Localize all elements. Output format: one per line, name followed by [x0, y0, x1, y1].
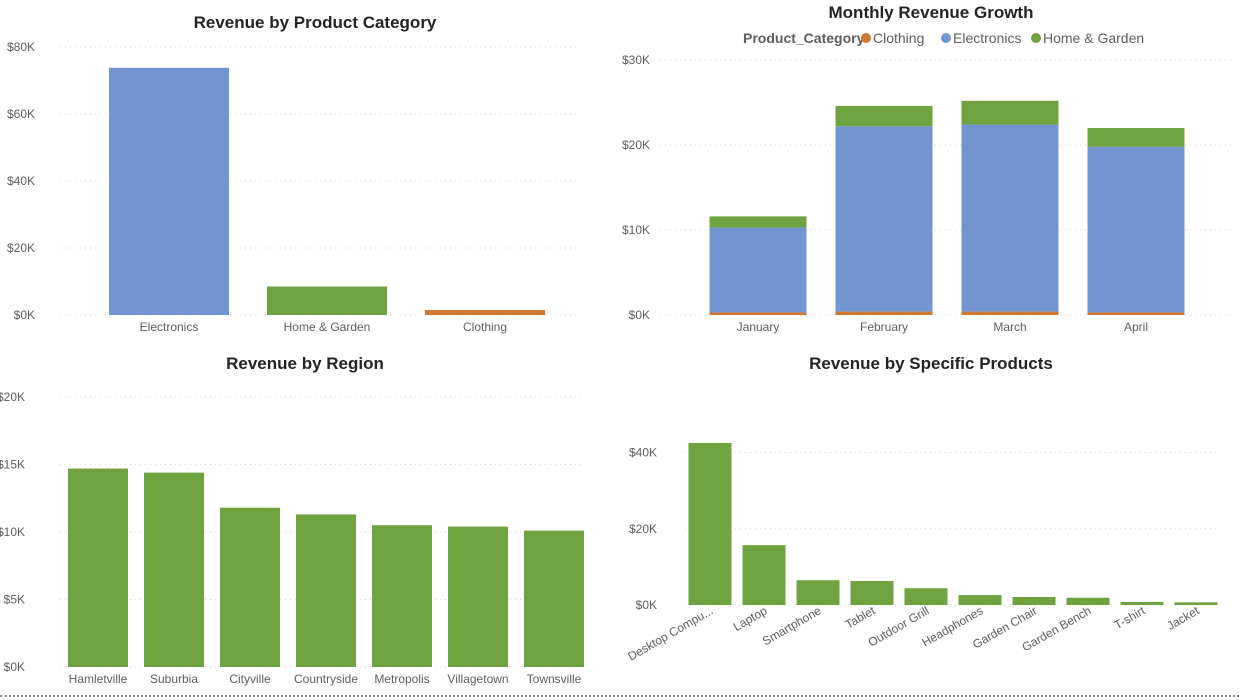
y-tick-label: $0K	[14, 308, 35, 322]
y-tick-label: $80K	[7, 40, 35, 54]
bar[interactable]	[958, 595, 1002, 605]
bar[interactable]	[220, 507, 280, 667]
bar[interactable]	[296, 514, 356, 667]
bar-segment[interactable]	[835, 126, 933, 312]
bar-segment[interactable]	[835, 311, 933, 315]
bar[interactable]	[1012, 596, 1056, 605]
bar[interactable]	[796, 580, 840, 605]
x-tick-label: Suburbia	[150, 672, 198, 686]
bar-segment[interactable]	[1087, 146, 1185, 313]
x-tick-label: Countryside	[294, 672, 358, 686]
x-tick-label: Cityville	[229, 672, 271, 686]
chart-title: Monthly Revenue Growth	[829, 3, 1034, 22]
x-tick-label: March	[993, 320, 1026, 334]
legend-marker	[1031, 33, 1041, 43]
chart-monthly-revenue-growth: Monthly Revenue Growth $0K $10K $20K $30K Jan…	[605, 0, 1239, 345]
y-tick-label: $15K	[0, 458, 25, 472]
x-tick-label: Home & Garden	[284, 320, 371, 334]
chart-svg: Revenue by Product Category $0K $20K $40K $6…	[7, 13, 580, 334]
legend-marker	[861, 33, 871, 43]
x-tick-label: Clothing	[463, 320, 507, 334]
bar-segment[interactable]	[1087, 312, 1185, 315]
y-tick-label: $40K	[7, 174, 35, 188]
bar-segment[interactable]	[1087, 128, 1185, 147]
chart-revenue-by-region: Revenue by Region $0K $5K $10K $15K $20K Hamle…	[0, 345, 620, 695]
x-tick-label: Jacket	[1164, 603, 1202, 633]
chart-title: Revenue by Specific Products	[809, 354, 1053, 373]
bar[interactable]	[904, 588, 948, 605]
bar[interactable]	[850, 580, 894, 605]
y-tick-label: $40K	[629, 446, 657, 460]
y-tick-label: $10K	[622, 223, 650, 237]
chart-revenue-by-products: Revenue by Specific Products $0K $20K $40K D…	[605, 345, 1239, 695]
legend-label[interactable]: Clothing	[873, 30, 924, 46]
y-tick-label: $30K	[622, 53, 650, 67]
bar-segment[interactable]	[709, 312, 807, 315]
x-tick-label: Hamletville	[69, 672, 128, 686]
y-tick-label: $20K	[622, 138, 650, 152]
legend-label[interactable]: Electronics	[953, 30, 1021, 46]
y-tick-label: $60K	[7, 107, 35, 121]
bar[interactable]	[688, 442, 732, 605]
bar[interactable]	[372, 525, 432, 667]
bar[interactable]	[1120, 601, 1164, 605]
chart-revenue-by-category: Revenue by Product Category $0K $20K $40K $6…	[0, 0, 620, 345]
bar[interactable]	[425, 309, 545, 315]
bar-segment[interactable]	[961, 311, 1059, 315]
y-tick-label: $0K	[4, 660, 25, 674]
legend-label[interactable]: Home & Garden	[1043, 30, 1144, 46]
x-tick-label: Townsville	[527, 672, 582, 686]
chart-svg: Revenue by Specific Products $0K $20K $40K D…	[625, 354, 1220, 664]
x-tick-label: Tablet	[843, 603, 878, 631]
bar[interactable]	[109, 67, 229, 316]
y-tick-label: $0K	[629, 308, 650, 322]
bar-segment[interactable]	[961, 100, 1059, 125]
y-tick-label: $20K	[7, 241, 35, 255]
x-tick-label: Laptop	[731, 603, 770, 634]
x-tick-label: Villagetown	[447, 672, 508, 686]
x-tick-label: January	[737, 320, 780, 334]
bar-segment[interactable]	[961, 124, 1059, 312]
chart-title: Revenue by Product Category	[194, 13, 437, 32]
y-tick-label: $10K	[0, 525, 25, 539]
legend-marker	[941, 33, 951, 43]
x-tick-label: Smartphone	[760, 603, 824, 648]
chart-title: Revenue by Region	[226, 354, 384, 373]
legend-title: Product_Category	[743, 30, 865, 46]
bar-segment[interactable]	[709, 227, 807, 313]
legend: Product_Category Clothing Electronics Home …	[743, 30, 1144, 46]
x-tick-label: Metropolis	[374, 672, 429, 686]
bar[interactable]	[524, 530, 584, 667]
x-tick-label: Desktop Compu...	[625, 603, 715, 663]
bar[interactable]	[742, 545, 786, 605]
x-tick-label: T-shirt	[1112, 603, 1148, 632]
chart-svg: Monthly Revenue Growth $0K $10K $20K $30K Jan…	[622, 3, 1235, 334]
bar[interactable]	[68, 468, 128, 667]
bar[interactable]	[1174, 602, 1218, 605]
bar[interactable]	[144, 472, 204, 667]
bar-segment[interactable]	[709, 216, 807, 228]
bar[interactable]	[448, 526, 508, 667]
bottom-border	[0, 695, 1239, 697]
bar[interactable]	[267, 286, 387, 315]
x-tick-label: February	[860, 320, 908, 334]
bar[interactable]	[1066, 597, 1110, 605]
bar-segment[interactable]	[835, 105, 933, 127]
x-tick-label: Electronics	[140, 320, 199, 334]
y-tick-label: $20K	[629, 522, 657, 536]
y-tick-label: $5K	[4, 593, 25, 607]
y-tick-label: $20K	[0, 390, 25, 404]
y-tick-label: $0K	[636, 598, 657, 612]
chart-svg: Revenue by Region $0K $5K $10K $15K $20K Hamle…	[0, 354, 585, 686]
x-tick-label: April	[1124, 320, 1148, 334]
